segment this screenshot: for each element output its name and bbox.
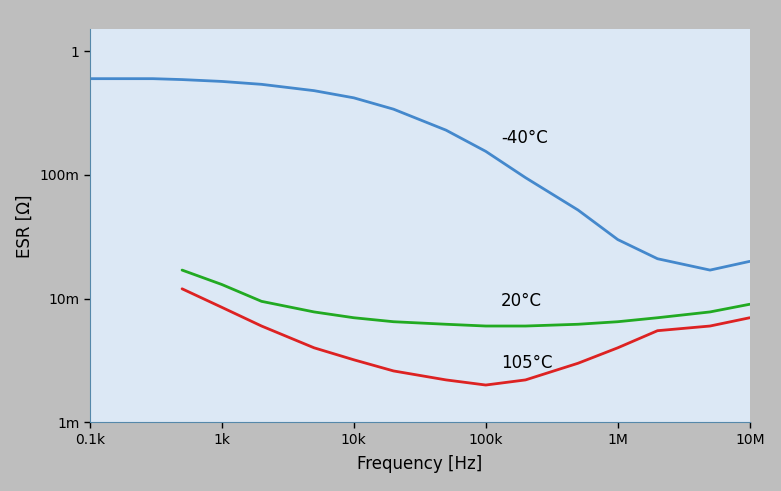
X-axis label: Frequency [Hz]: Frequency [Hz] [357, 455, 483, 473]
Text: -40°C: -40°C [501, 129, 547, 147]
Y-axis label: ESR [Ω]: ESR [Ω] [16, 194, 34, 258]
Text: 20°C: 20°C [501, 292, 542, 310]
Text: 105°C: 105°C [501, 354, 552, 372]
